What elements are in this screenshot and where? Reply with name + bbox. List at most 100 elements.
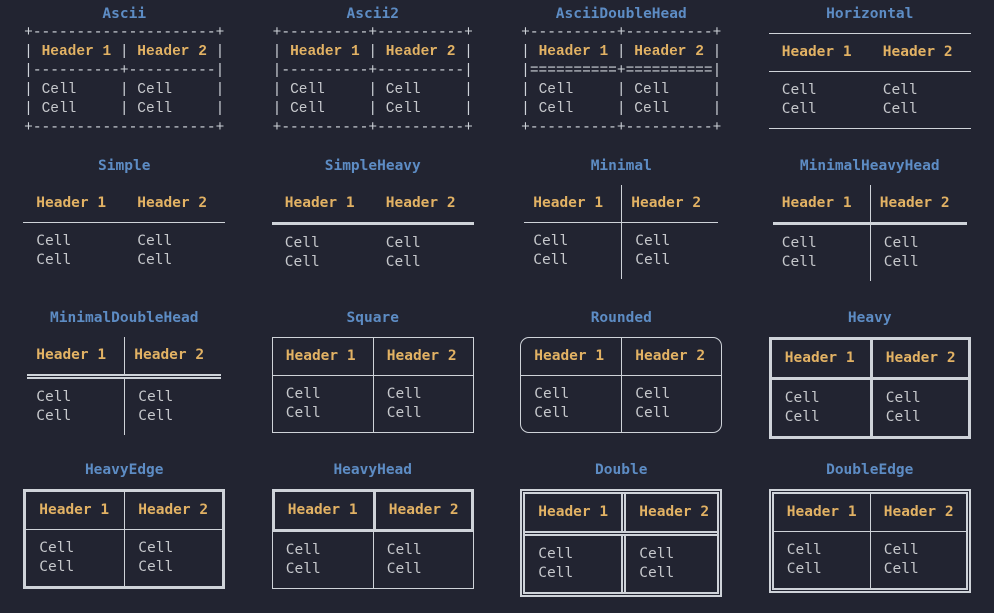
- body-cell: Cell: [290, 101, 360, 117]
- cell-line: Cell: [138, 388, 225, 407]
- header-cell: Header 1: [26, 492, 124, 529]
- table-title: Double: [516, 461, 726, 480]
- header-cell: Header 2: [373, 338, 473, 375]
- cell-line: Cell: [635, 232, 722, 251]
- body-cell: Cell: [137, 82, 207, 98]
- ascii-line: | Cell | Cell |: [273, 100, 473, 119]
- ascii-line: | Cell | Cell |: [273, 81, 473, 100]
- header-cell: Header 2: [373, 185, 474, 222]
- body-cell: Cell: [290, 82, 360, 98]
- header-cell: Header 1: [773, 185, 870, 222]
- ascii-vertical-border: |: [273, 82, 290, 98]
- ascii-line: |==========+==========|: [521, 62, 721, 81]
- cell-line: Cell: [782, 100, 870, 119]
- header-cell: Header 2: [124, 337, 221, 374]
- ascii-vertical-border: |: [24, 101, 41, 117]
- ascii-vertical-border: |: [455, 82, 472, 98]
- table-title: MinimalDoubleHead: [19, 309, 229, 328]
- header-cell: Header 2: [124, 185, 225, 222]
- body-cell: Cell: [386, 82, 456, 98]
- cell-line: Cell: [285, 234, 373, 253]
- header-cell: Header 1: [772, 340, 870, 377]
- header-cell: Header 1: [525, 494, 621, 531]
- header-cell: Header 2: [634, 44, 704, 60]
- ascii-line: +----------+----------+: [273, 119, 473, 138]
- cell-line: Cell: [884, 541, 966, 560]
- cell-line: Cell: [635, 385, 721, 404]
- header-cell: Header 2: [870, 494, 966, 531]
- ascii-vertical-border: |: [704, 82, 721, 98]
- ascii-line: | Header 1 | Header 2 |: [24, 43, 224, 62]
- ascii-vertical-border: |: [207, 44, 224, 60]
- cell-line: Cell: [39, 558, 124, 577]
- cell-line: Cell: [785, 408, 870, 427]
- cell-line: Cell: [386, 253, 474, 272]
- cell-line: Cell: [533, 232, 621, 251]
- cell-line: Cell: [286, 541, 373, 560]
- ascii-vertical-border: |: [521, 44, 538, 60]
- ascii-head-separator: |----------+----------|: [24, 63, 224, 79]
- cell-line: Cell: [36, 407, 124, 426]
- cell-line: Cell: [137, 251, 225, 270]
- table-title: Minimal: [516, 157, 726, 176]
- table-title: SimpleHeavy: [268, 157, 478, 176]
- ascii-head-separator: |----------+----------|: [273, 63, 473, 79]
- body-cell: Cell: [42, 101, 112, 117]
- table-title: DoubleEdge: [765, 461, 975, 480]
- ascii-vertical-border: |: [521, 101, 538, 117]
- ascii-bottom-border: +----------+----------+: [521, 120, 721, 136]
- ascii-vertical-border: |: [608, 44, 634, 60]
- body-cell: Cell: [42, 82, 112, 98]
- header-cell: Header 1: [275, 492, 373, 529]
- table-title: Horizontal: [765, 5, 975, 24]
- ascii-top-border: +----------+----------+: [273, 25, 473, 41]
- header-cell: Header 2: [621, 185, 718, 222]
- cell-line: Cell: [285, 253, 373, 272]
- header-cell: Header 2: [870, 34, 971, 71]
- cell-line: Cell: [137, 232, 225, 251]
- ascii-vertical-border: |: [111, 82, 137, 98]
- cell-line: Cell: [782, 253, 870, 272]
- header-cell: Header 1: [521, 338, 621, 375]
- ascii-vertical-border: |: [608, 101, 634, 117]
- ascii-vertical-border: |: [207, 82, 224, 98]
- header-cell: Header 2: [870, 185, 967, 222]
- ascii-vertical-border: |: [24, 82, 41, 98]
- ascii-vertical-border: |: [360, 101, 386, 117]
- cell-line: Cell: [286, 404, 373, 423]
- ascii-line: | Cell | Cell |: [521, 100, 721, 119]
- cell-line: Cell: [782, 234, 870, 253]
- ascii-line: | Cell | Cell |: [24, 81, 224, 100]
